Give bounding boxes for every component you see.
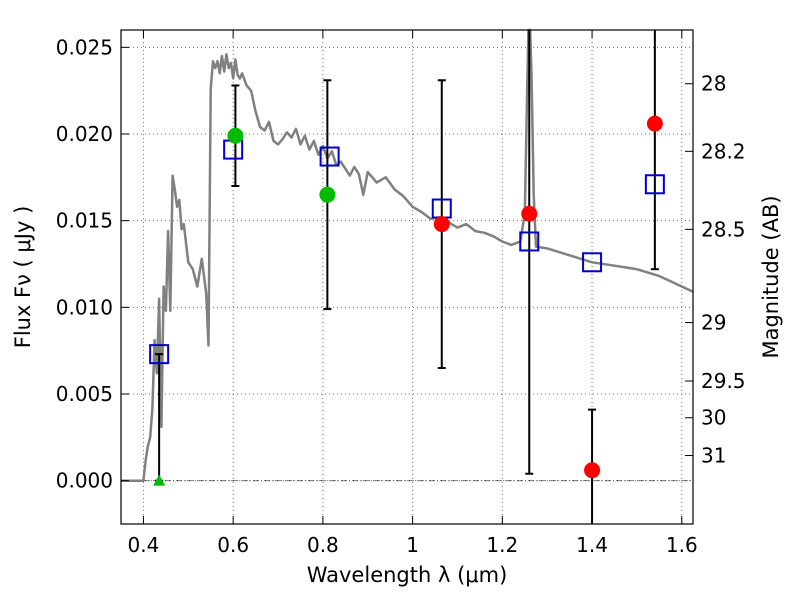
x-tick-label: 0.4 — [128, 533, 160, 557]
right-tick-label: 28.5 — [701, 217, 746, 241]
y-tick-label: 0.010 — [56, 295, 113, 319]
observed-point — [227, 127, 244, 144]
plot-frame — [120, 29, 694, 525]
x-tick-label: 1.6 — [666, 533, 698, 557]
right-tick-label: 29 — [701, 311, 726, 335]
x-tick-label: 1 — [406, 533, 419, 557]
model-photometry-square — [519, 231, 540, 252]
right-tick-label: 28 — [701, 72, 726, 96]
model-photometry-square — [319, 146, 340, 167]
x-tick-label: 0.8 — [307, 533, 339, 557]
observed-point — [319, 186, 336, 203]
tick-labels: 0.4 0.6 0.8 1 1.2 1.4 1.6 0.000 0.005 0.010 0.015 0… — [56, 35, 746, 557]
y-tick-label: 0.025 — [56, 35, 113, 59]
right-axis-title: Magnitude (AB) — [759, 195, 783, 358]
y-tick-label: 0.020 — [56, 122, 113, 146]
right-tick-label: 29.5 — [701, 369, 746, 393]
observed-point — [584, 462, 601, 479]
y-tick-label: 0.000 — [56, 469, 113, 493]
y-axis-title: Flux Fν ( μJy ) — [11, 206, 35, 349]
observed-point — [646, 115, 663, 132]
model-layer — [121, 28, 694, 482]
points-layer — [149, 115, 665, 486]
observed-point — [521, 205, 538, 222]
right-tick-label: 31 — [701, 444, 726, 468]
right-tick-label: 28.2 — [701, 139, 746, 163]
x-axis-title: Wavelength λ (μm) — [307, 563, 508, 587]
model-sed-line — [121, 28, 694, 482]
model-photometry-square — [644, 174, 665, 195]
x-tick-label: 1.2 — [486, 533, 518, 557]
x-tick-label: 0.6 — [217, 533, 249, 557]
ticks — [121, 30, 693, 524]
upper-limit-triangle — [153, 474, 166, 486]
observed-point — [433, 216, 450, 233]
right-tick-label: 30 — [701, 406, 726, 430]
y-tick-label: 0.005 — [56, 382, 113, 406]
y-tick-label: 0.015 — [56, 209, 113, 233]
x-tick-label: 1.4 — [576, 533, 608, 557]
model-photometry-square — [582, 252, 603, 273]
model-photometry-square — [149, 344, 170, 365]
grid — [121, 30, 693, 524]
